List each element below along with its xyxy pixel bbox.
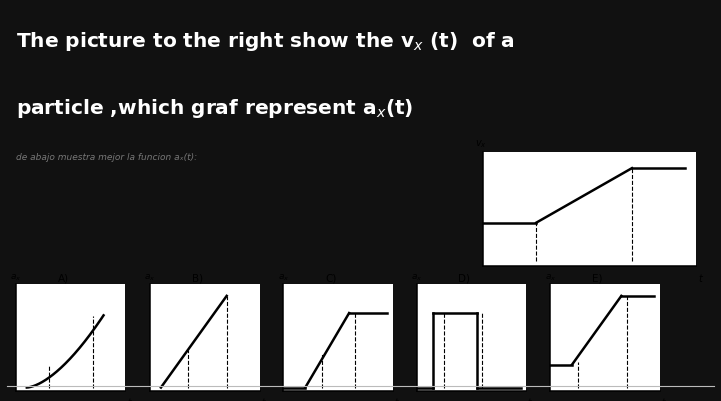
Text: de abajo muestra mejor la funcion aₓ(t):: de abajo muestra mejor la funcion aₓ(t): [16, 153, 197, 162]
Text: $a_x$: $a_x$ [544, 272, 556, 283]
Text: E): E) [592, 273, 602, 283]
Text: $t$: $t$ [261, 395, 267, 401]
Text: A): A) [58, 273, 68, 283]
Text: $v_x$: $v_x$ [474, 138, 487, 150]
Text: $a_x$: $a_x$ [10, 272, 22, 283]
Text: $t$: $t$ [528, 395, 534, 401]
Text: $a_x$: $a_x$ [144, 272, 156, 283]
Text: D): D) [459, 273, 470, 283]
Text: The picture to the right show the v$_x$ (t)  of a: The picture to the right show the v$_x$ … [16, 30, 515, 53]
Text: $t$: $t$ [394, 395, 400, 401]
Text: $t$: $t$ [127, 395, 133, 401]
Text: $t$: $t$ [698, 271, 704, 283]
Text: C): C) [325, 273, 337, 283]
Text: $t$: $t$ [661, 395, 667, 401]
Text: B): B) [192, 273, 203, 283]
Text: $a_x$: $a_x$ [278, 272, 289, 283]
Text: $a_x$: $a_x$ [411, 272, 423, 283]
Text: particle ,which graf represent a$_x$(t): particle ,which graf represent a$_x$(t) [16, 97, 413, 119]
